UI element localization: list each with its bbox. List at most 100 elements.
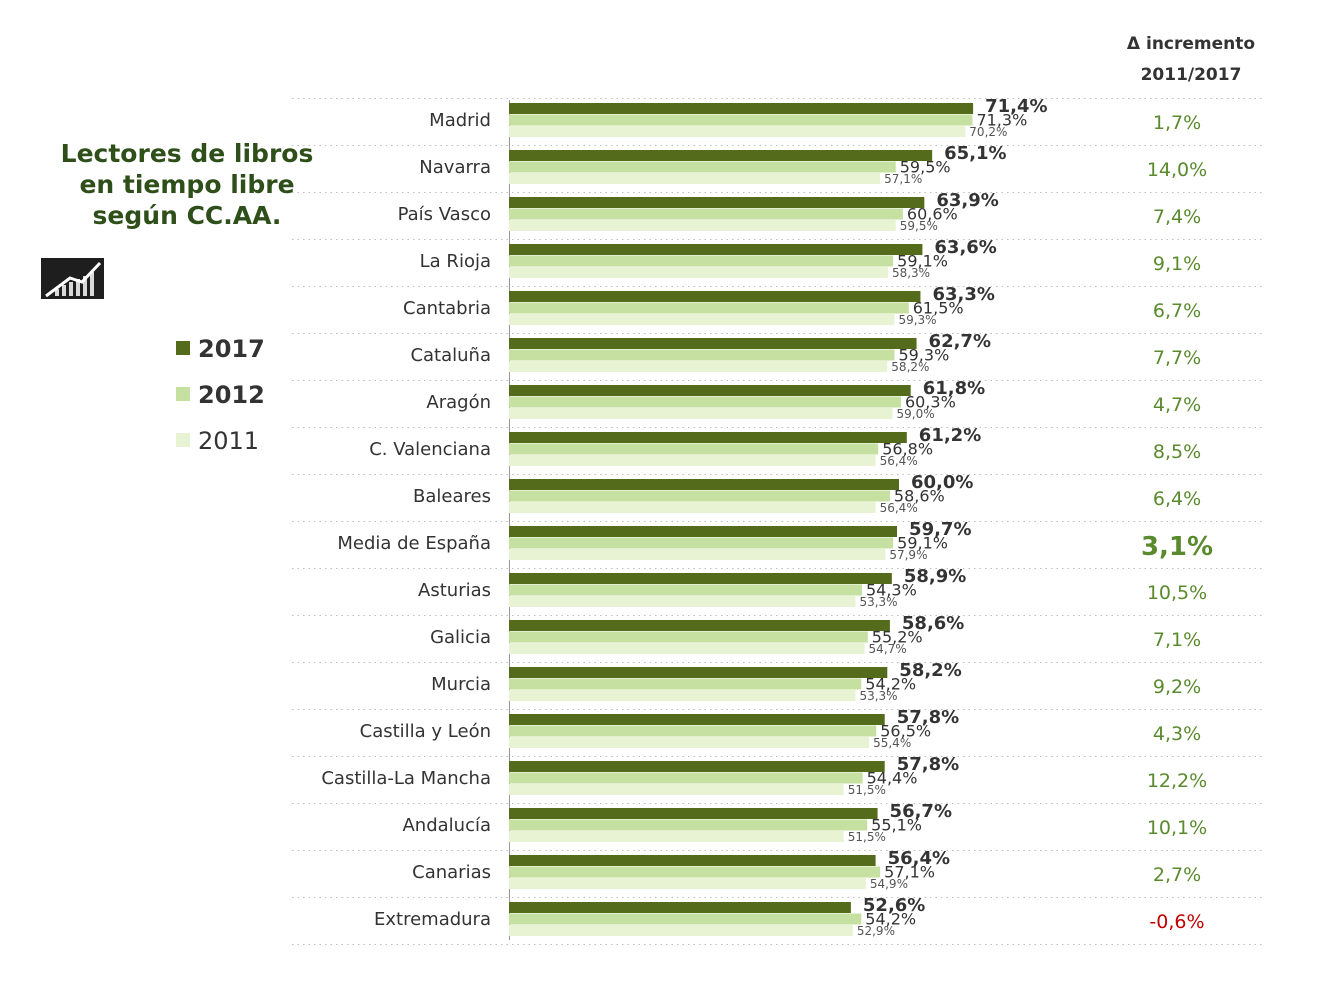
data-label-2017: 61,2% bbox=[919, 425, 981, 446]
icon-bar-6 bbox=[90, 272, 94, 296]
icon-bar-5 bbox=[83, 276, 87, 296]
bar-2011 bbox=[509, 549, 886, 560]
data-label-2017: 60,0% bbox=[911, 472, 973, 493]
data-label-2012: 54,4% bbox=[867, 769, 918, 788]
category-label: Andalucía bbox=[402, 815, 491, 836]
bar-chart-growth-icon bbox=[41, 258, 104, 299]
data-label-2011: 59,5% bbox=[900, 219, 938, 233]
bar-2017 bbox=[509, 902, 851, 913]
bar-2012 bbox=[509, 302, 909, 314]
data-label-2012: 59,5% bbox=[900, 158, 951, 177]
bar-2017 bbox=[509, 620, 890, 631]
bar-2012 bbox=[509, 913, 862, 925]
bar-2012 bbox=[509, 537, 894, 549]
increment-value: 12,2% bbox=[1147, 770, 1207, 792]
increment-value: 9,2% bbox=[1153, 676, 1201, 698]
bar-2017 bbox=[509, 714, 885, 725]
bar-2017 bbox=[509, 808, 878, 819]
bar-2011 bbox=[509, 314, 895, 325]
increment-value: 2,7% bbox=[1153, 864, 1201, 886]
data-label-2011: 58,3% bbox=[892, 266, 930, 280]
data-label-2012: 54,3% bbox=[866, 581, 917, 600]
category-label: Canarias bbox=[412, 862, 491, 883]
increment-value: 4,7% bbox=[1153, 394, 1201, 416]
data-label-2017: 61,8% bbox=[923, 378, 985, 399]
bar-2017 bbox=[509, 855, 876, 866]
row-separators bbox=[292, 98, 1262, 945]
category-label: Galicia bbox=[430, 627, 491, 648]
bar-2012 bbox=[509, 349, 895, 361]
bar-2017 bbox=[509, 432, 907, 443]
increment-value: 4,3% bbox=[1153, 723, 1201, 745]
bar-2011 bbox=[509, 737, 870, 748]
data-label-2011: 54,7% bbox=[869, 642, 907, 656]
icon-bar-2 bbox=[62, 285, 66, 296]
increment-header-line-2: 2011/2017 bbox=[1141, 65, 1242, 85]
increment-value: 6,4% bbox=[1153, 488, 1201, 510]
bar-2017 bbox=[509, 479, 899, 490]
data-labels: 71,4%71,3%70,2%65,1%59,5%57,1%63,9%60,6%… bbox=[848, 96, 1048, 938]
bar-2012 bbox=[509, 866, 881, 878]
increment-value: 7,7% bbox=[1153, 347, 1201, 369]
bar-2017 bbox=[509, 244, 923, 255]
increment-value: 9,1% bbox=[1153, 253, 1201, 275]
category-label: Baleares bbox=[413, 486, 491, 507]
data-label-2017: 58,6% bbox=[902, 613, 964, 634]
legend-label-2017: 2017 bbox=[198, 335, 265, 363]
increment-header: Δ incremento 2011/2017 bbox=[1127, 34, 1255, 85]
data-label-2012: 59,1% bbox=[897, 534, 948, 553]
bar-2017 bbox=[509, 338, 917, 349]
data-label-2017: 58,9% bbox=[904, 566, 966, 587]
data-label-2012: 54,2% bbox=[865, 675, 916, 694]
data-label-2012: 57,1% bbox=[884, 863, 935, 882]
bar-2011 bbox=[509, 408, 893, 419]
data-label-2017: 63,9% bbox=[936, 190, 998, 211]
data-label-2017: 57,8% bbox=[897, 754, 959, 775]
data-label-2017: 65,1% bbox=[944, 143, 1006, 164]
data-label-2011: 59,0% bbox=[897, 407, 935, 421]
legend-swatch-2012 bbox=[176, 387, 190, 401]
bar-2011 bbox=[509, 596, 856, 607]
title-line-3: según CC.AA. bbox=[93, 201, 282, 230]
bar-2011 bbox=[509, 267, 888, 278]
data-label-2017: 62,7% bbox=[929, 331, 991, 352]
bar-2011 bbox=[509, 502, 876, 513]
bar-2017 bbox=[509, 526, 898, 537]
bar-2012 bbox=[509, 161, 896, 173]
icon-bar-4 bbox=[76, 279, 80, 296]
bar-2011 bbox=[509, 455, 876, 466]
bar-2011 bbox=[509, 690, 856, 701]
bar-2012 bbox=[509, 255, 894, 267]
data-label-2012: 59,1% bbox=[897, 252, 948, 271]
bar-2017 bbox=[509, 667, 888, 678]
bar-2011 bbox=[509, 925, 853, 936]
data-label-2011: 51,5% bbox=[848, 830, 886, 844]
bar-2011 bbox=[509, 220, 896, 231]
increment-column: 1,7% 14,0% 7,4% 9,1% 6,7% 7,7% 4,7% 8,5% 6,4% 3,1… bbox=[1141, 112, 1213, 933]
increment-value: 1,7% bbox=[1153, 112, 1201, 134]
category-label: Asturias bbox=[418, 580, 491, 601]
data-label-2017: 63,3% bbox=[932, 284, 994, 305]
data-label-2011: 57,9% bbox=[889, 548, 927, 562]
bar-2012 bbox=[509, 819, 868, 831]
data-label-2011: 53,3% bbox=[859, 595, 897, 609]
data-label-2011: 56,4% bbox=[880, 501, 918, 515]
bar-2011 bbox=[509, 878, 866, 889]
category-label: La Rioja bbox=[420, 251, 491, 272]
data-label-2012: 59,3% bbox=[898, 346, 949, 365]
bar-2012 bbox=[509, 631, 868, 643]
bar-2017 bbox=[509, 291, 921, 302]
data-label-2011: 55,4% bbox=[873, 736, 911, 750]
data-label-2017: 71,4% bbox=[985, 96, 1047, 117]
bar-2017 bbox=[509, 761, 885, 772]
bar-2017 bbox=[509, 385, 911, 396]
bar-2017 bbox=[509, 150, 933, 161]
data-label-2017: 63,6% bbox=[934, 237, 996, 258]
data-label-2012: 56,5% bbox=[880, 722, 931, 741]
data-label-2017: 57,8% bbox=[897, 707, 959, 728]
bar-2011 bbox=[509, 831, 844, 842]
category-label: Extremadura bbox=[374, 909, 491, 930]
data-label-2011: 58,2% bbox=[891, 360, 929, 374]
category-label: País Vasco bbox=[398, 204, 491, 225]
legend-swatch-2011 bbox=[176, 433, 190, 447]
